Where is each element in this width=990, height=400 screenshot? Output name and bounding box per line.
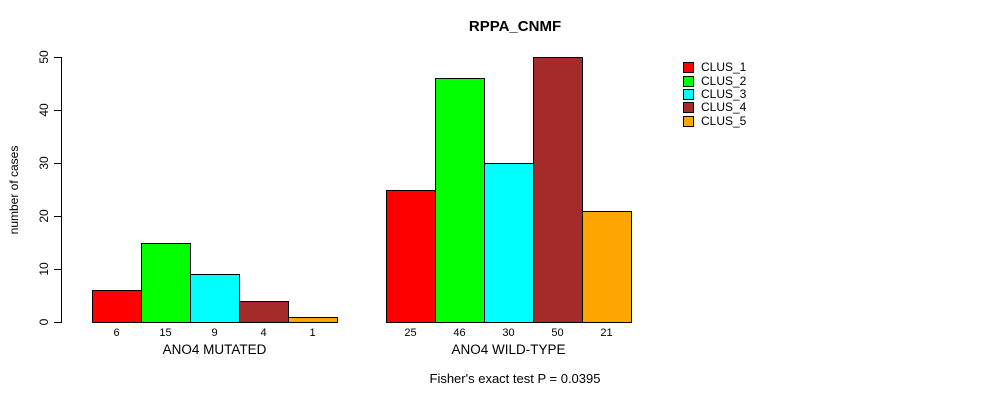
- legend-label: CLUS_4: [701, 100, 747, 115]
- legend-label: CLUS_1: [701, 60, 747, 75]
- bar-clus-1-ano4-mutated: [92, 290, 142, 323]
- bar-clus-1-ano4-wild-type: [386, 189, 436, 323]
- bar-value-label: 30: [502, 327, 515, 339]
- bar-value-label: 4: [260, 327, 267, 339]
- bar-value-label: 21: [600, 327, 613, 339]
- bar-clus-3-ano4-mutated: [190, 274, 240, 323]
- legend-label: CLUS_5: [701, 113, 747, 128]
- bar-clus-2-ano4-mutated: [141, 242, 191, 323]
- annotation-fisher-test: Fisher's exact test P = 0.0395: [429, 371, 601, 386]
- y-tick-mark: [54, 109, 61, 111]
- legend-swatch-clus-4: [683, 102, 694, 114]
- bar-value-label: 25: [404, 327, 417, 339]
- group-label-ano4-mutated: ANO4 MUTATED: [162, 342, 267, 357]
- legend-swatch-clus-1: [683, 62, 694, 74]
- bar-clus-4-ano4-wild-type: [533, 57, 583, 323]
- bar-clus-5-ano4-wild-type: [582, 210, 632, 323]
- y-tick-mark: [54, 56, 61, 58]
- legend-item-clus-5: CLUS_5: [683, 113, 747, 128]
- bar-value-label: 6: [113, 327, 120, 339]
- y-tick-label: 20: [37, 209, 51, 223]
- chart-title: RPPA_CNMF: [468, 18, 562, 35]
- y-tick-label: 10: [37, 262, 51, 276]
- bar-value-label: 1: [309, 327, 316, 339]
- legend-label: CLUS_3: [701, 86, 747, 101]
- bar-value-label: 15: [159, 327, 172, 339]
- legend-item-clus-2: CLUS_2: [683, 74, 746, 87]
- bar-value-label: 9: [211, 327, 218, 339]
- legend: CLUS_1 CLUS_2 CLUS_3 CLUS_4 CLUS_5: [683, 61, 746, 128]
- y-axis-label: number of cases: [7, 145, 21, 235]
- y-tick-label: 40: [37, 103, 51, 117]
- group-label-ano4-wild-type: ANO4 WILD-TYPE: [451, 342, 566, 357]
- y-tick-mark: [54, 321, 61, 323]
- bar-value-label: 46: [453, 327, 466, 339]
- legend-swatch-clus-3: [683, 88, 694, 100]
- y-tick-mark: [54, 215, 61, 217]
- bar-value-label: 50: [551, 327, 564, 339]
- y-tick-mark: [54, 162, 61, 164]
- legend-label: CLUS_2: [701, 73, 747, 88]
- y-axis-line: [61, 57, 62, 323]
- bar-clus-4-ano4-mutated: [239, 300, 289, 323]
- legend-item-clus-3: CLUS_3: [683, 86, 747, 101]
- legend-swatch-clus-5: [683, 115, 694, 127]
- bar-clus-3-ano4-wild-type: [484, 163, 534, 323]
- legend-item-clus-4: CLUS_4: [683, 101, 746, 114]
- legend-swatch-clus-2: [683, 75, 694, 87]
- bar-clus-5-ano4-mutated: [288, 316, 338, 323]
- bar-clus-2-ano4-wild-type: [435, 78, 485, 323]
- y-tick-label: 50: [37, 50, 51, 64]
- y-tick-label: 0: [37, 318, 51, 326]
- legend-item-clus-1: CLUS_1: [683, 61, 746, 74]
- y-tick-label: 30: [37, 156, 51, 170]
- y-tick-mark: [54, 268, 61, 270]
